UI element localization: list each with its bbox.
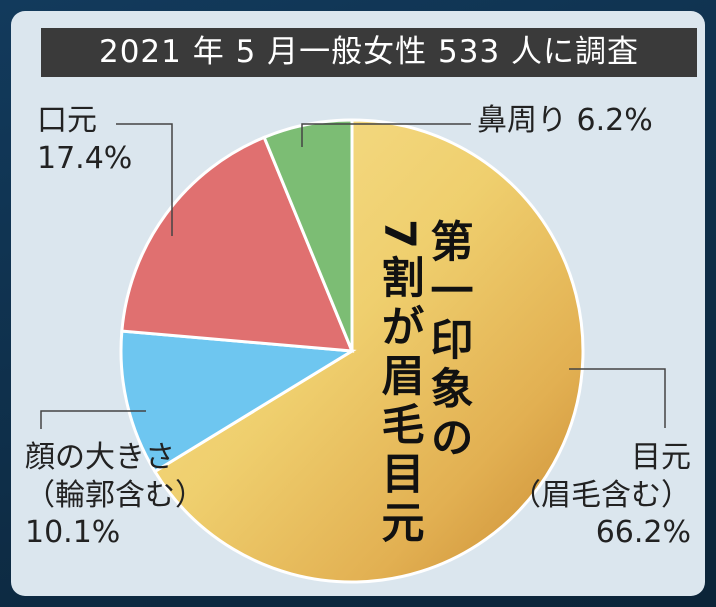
headline-vertical: 第一印象の 7割が眉毛目元 — [374, 219, 473, 549]
mouth-value: 17.4% — [37, 140, 133, 176]
eyes-value: 66.2% — [595, 515, 691, 550]
slice-label-nose: 鼻周り 6.2% — [477, 102, 653, 140]
leader-line-eyes — [569, 368, 666, 428]
nose-value: 6.2% — [576, 103, 653, 138]
pie-slice-mouth — [120, 135, 355, 353]
face-value: 10.1% — [25, 515, 121, 550]
leader-line-face — [40, 410, 146, 429]
slice-label-nose-text: 鼻周り 6.2% — [477, 102, 653, 140]
pie-slices — [119, 118, 585, 584]
slice-label-mouth: 口元 17.4% — [37, 102, 132, 177]
leader-line-mouth — [116, 123, 173, 236]
pie-slice-face — [119, 329, 357, 474]
leader-lines — [40, 123, 666, 429]
face-name: 顔の大きさ — [25, 440, 175, 475]
mouth-name: 口元 — [37, 103, 97, 138]
headline-column-1: 第一印象の — [423, 219, 473, 464]
face-subname: （輪郭含む） — [25, 477, 205, 513]
eyes-name: 目元 — [631, 440, 691, 475]
slice-label-face: 顔の大きさ （輪郭含む） 10.1% — [25, 439, 205, 552]
survey-title: 2021 年 5 月一般女性 533 人に調査 — [41, 28, 697, 77]
pie-chart — [40, 118, 666, 584]
nose-name: 鼻周り — [477, 103, 567, 138]
leader-line-nose — [301, 123, 471, 147]
chart-panel: 2021 年 5 月一般女性 533 人に調査 第一印象の 7割が眉毛目元 — [11, 11, 705, 596]
pie-slice-eyes — [152, 118, 585, 584]
headline-column-2: 7割が眉毛目元 — [374, 219, 424, 549]
slice-label-eyes: 目元 （眉毛含む） 66.2% — [507, 439, 691, 552]
eyes-subname: （眉毛含む） — [511, 477, 691, 513]
